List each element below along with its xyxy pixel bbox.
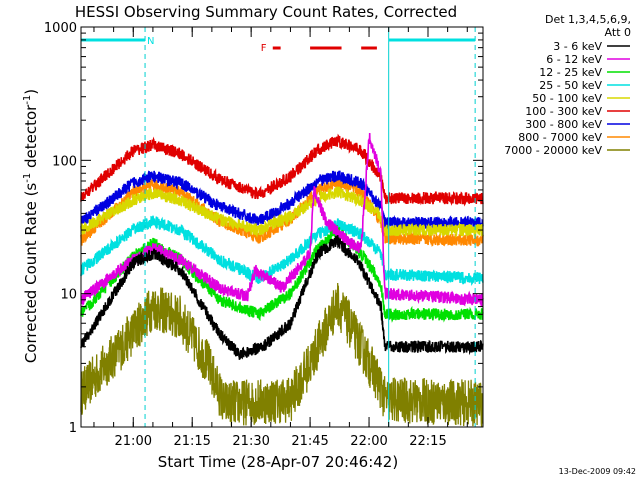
y-axis-label-end: ) — [22, 89, 40, 95]
plot-frame — [80, 26, 484, 428]
legend-label: 6 - 12 keV — [546, 53, 602, 66]
y-axis-label-base: Corrected Count Rate (s — [22, 183, 40, 364]
legend-label: 50 - 100 keV — [532, 92, 602, 105]
x-tick-label: 21:30 — [232, 434, 269, 449]
y-tick-label: 1 — [69, 421, 77, 436]
y-axis-label: Corrected Count Rate (s-1 detector-1) — [22, 89, 40, 363]
x-tick-label: 22:00 — [350, 434, 387, 449]
timestamp: 13-Dec-2009 09:42 — [559, 467, 636, 476]
legend-header: Att 0 — [605, 26, 631, 39]
legend-label: 7000 - 20000 keV — [504, 144, 602, 157]
axis-ticks: 1 10 100 1000 21:00 21:15 21:30 21:45 22:00 22:15 — [44, 21, 484, 449]
series-50-100-kevline — [80, 186, 484, 239]
plot-area: NF — [80, 27, 484, 427]
y-axis-label-middle: detector — [22, 104, 40, 173]
legend-label: 800 - 7000 keV — [518, 131, 602, 144]
x-tick-label: 21:00 — [115, 434, 152, 449]
chart-title: HESSI Observing Summary Count Rates, Cor… — [75, 3, 457, 21]
legend-label: 12 - 25 keV — [539, 66, 602, 79]
legend-label: 300 - 800 keV — [525, 118, 602, 131]
legend-label: 100 - 300 keV — [525, 105, 602, 118]
series-7000-20000-kevline — [80, 282, 484, 427]
x-axis-label: Start Time (28-Apr-07 20:46:42) — [158, 453, 398, 471]
x-tick-label: 21:45 — [291, 434, 328, 449]
x-tick-label: 21:15 — [173, 434, 210, 449]
series-100-300-kevline — [80, 133, 484, 207]
night-marker-label: N — [147, 36, 154, 47]
y-axis-label-exp1: -1 — [22, 173, 33, 183]
y-tick-label: 100 — [52, 154, 77, 169]
legend-label: 3 - 6 keV — [553, 40, 602, 53]
legend-label: 25 - 50 keV — [539, 79, 602, 92]
series-12-25-kevline — [80, 225, 484, 323]
y-tick-label: 1000 — [44, 21, 77, 36]
series-25-50-kevline — [80, 215, 484, 286]
series-6-12-kevline — [80, 132, 484, 307]
flare-marker-label: F — [261, 43, 267, 54]
series-3-6-kevline — [80, 235, 484, 360]
y-axis-label-exp2: -1 — [22, 95, 33, 105]
legend-header: Det 1,3,4,5,6,9, — [545, 13, 631, 26]
series-300-800-kevline — [80, 170, 484, 232]
x-tick-label: 22:15 — [409, 434, 446, 449]
y-tick-label: 10 — [60, 288, 77, 303]
